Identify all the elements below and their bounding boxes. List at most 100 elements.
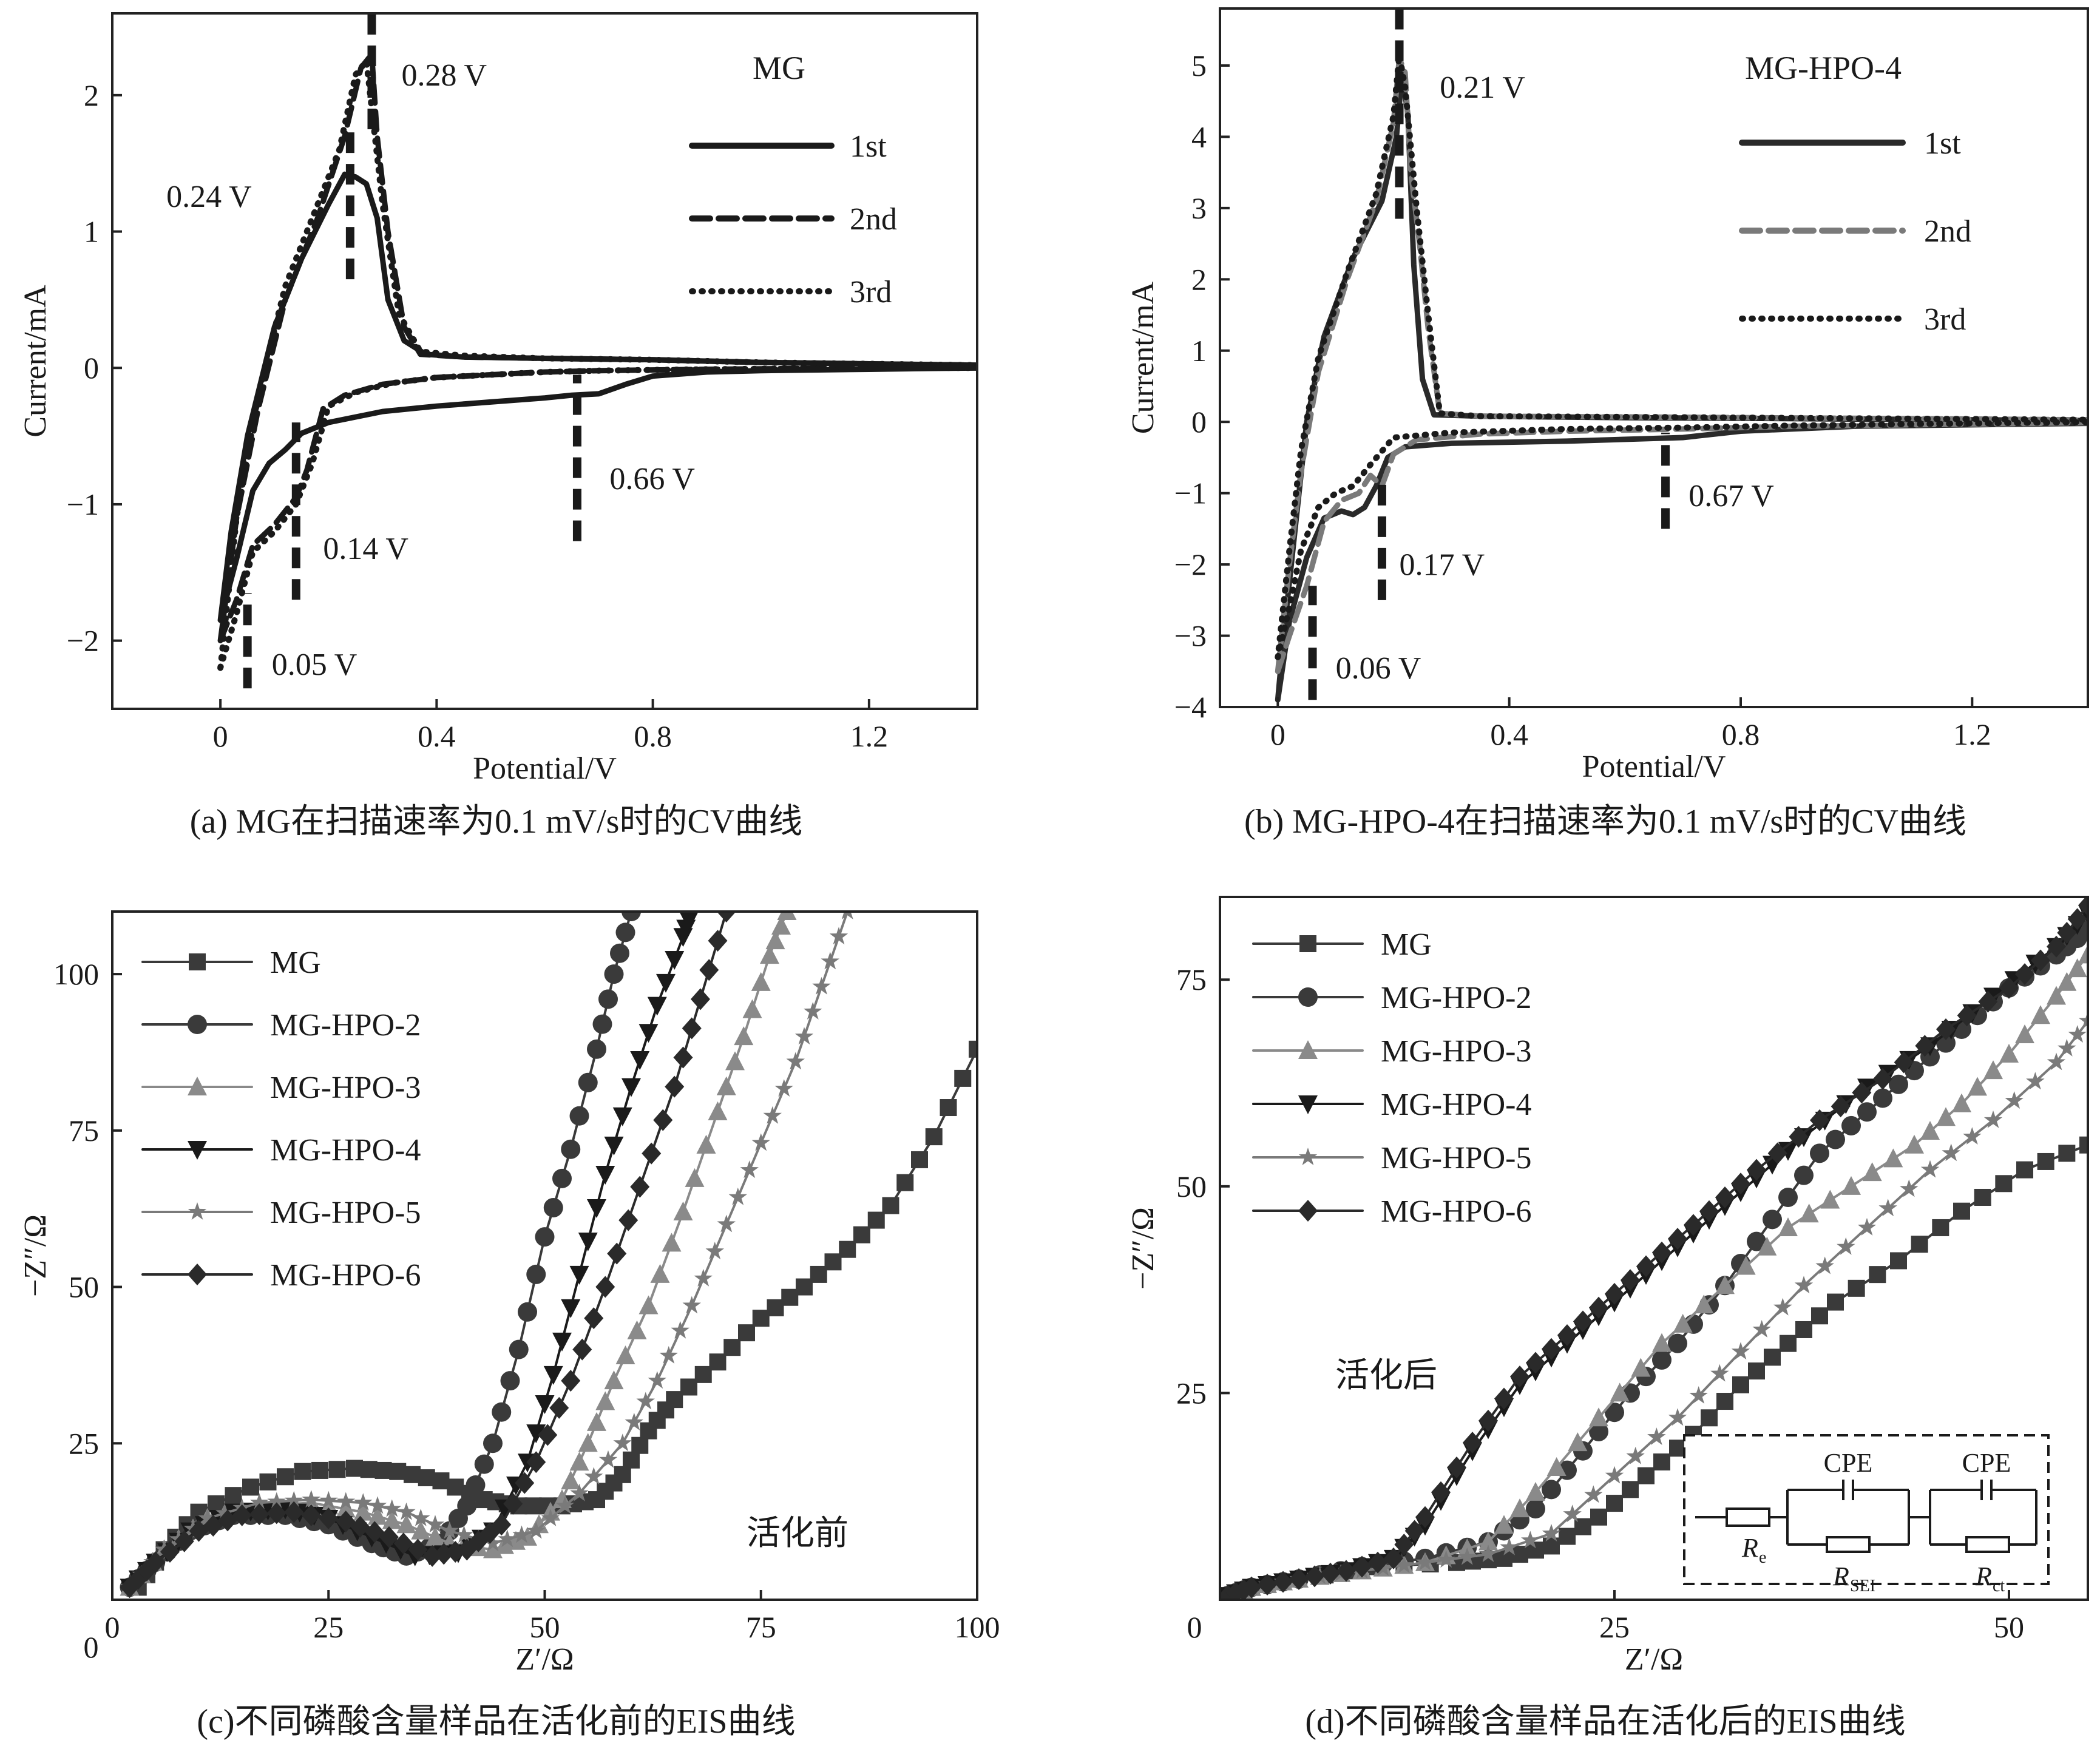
series-mg-hpo-6-marker <box>1936 1018 1956 1040</box>
series-mg-marker <box>1638 1467 1655 1484</box>
series-mg-hpo-6-marker <box>146 1551 166 1574</box>
series-mg-hpo-5-marker <box>412 1509 430 1526</box>
series-mg-hpo-6-marker <box>1957 1004 1977 1027</box>
series-mg-hpo-2-marker <box>1810 1143 1829 1163</box>
series-mg-hpo-2-marker <box>543 1197 563 1217</box>
legend-marker <box>188 1202 207 1220</box>
series-mg-hpo-6-marker <box>365 1521 385 1543</box>
series-mg-hpo-6-marker <box>379 1526 399 1548</box>
x-tick-label: 25 <box>313 1610 344 1644</box>
series-mg-hpo-6-marker <box>1273 1571 1293 1593</box>
series-mg-hpo-6-marker <box>336 1511 356 1533</box>
series-mg-hpo-2-marker <box>552 1168 572 1188</box>
series-mg-hpo-4-marker <box>630 1051 650 1070</box>
series-mg-hpo-5-marker <box>1942 1143 1960 1162</box>
series-mg-hpo-6-marker <box>1447 1457 1466 1479</box>
series-mg-hpo-3-marker <box>1494 1515 1514 1534</box>
series-mg-marker <box>1495 1549 1512 1567</box>
series-mg-hpo-2-marker <box>474 1454 494 1474</box>
series-mg-hpo-5-marker <box>302 1490 320 1507</box>
series-mg-hpo-2-marker <box>1857 1102 1877 1122</box>
legend-entry: MG <box>1252 927 1432 962</box>
series-mg-hpo-2-marker <box>1589 1421 1608 1441</box>
peak-annotation: 0.28 V <box>401 58 487 93</box>
series-mg-marker <box>1622 1481 1639 1498</box>
series-mg-hpo-3-marker <box>1952 1093 1971 1112</box>
series-mg-hpo-2-marker <box>1652 1350 1672 1370</box>
series-mg-hpo-6-marker <box>408 1538 428 1561</box>
series-mg-hpo-6-marker <box>1915 1035 1935 1057</box>
series-mg-marker <box>666 1391 683 1409</box>
legend-entry: MG <box>141 946 321 980</box>
series-mg-hpo-2-marker <box>1605 1403 1624 1423</box>
y-tick-label: 5 <box>1191 49 1207 83</box>
series-mg-hpo-5-marker <box>821 952 839 970</box>
y-tick-label: 2 <box>84 78 99 112</box>
series-mg-hpo-5-marker <box>1395 1555 1414 1574</box>
x-tick-label: 50 <box>1994 1610 2024 1644</box>
series-mg-hpo-6-marker <box>1621 1269 1640 1291</box>
series-mg-hpo-3-marker <box>518 1526 537 1546</box>
y-tick-label: −2 <box>67 624 99 658</box>
series-mg-hpo-6-marker <box>2067 908 2087 930</box>
series-mg-marker <box>404 1466 421 1483</box>
series-mg-marker <box>1701 1409 1718 1427</box>
x-tick-label: 0.8 <box>634 719 672 753</box>
series-mg-hpo-2-marker <box>1889 1074 1908 1094</box>
series-mg-hpo-5-marker <box>2047 1052 2066 1071</box>
series-mg-hpo-6-marker <box>1494 1387 1514 1410</box>
series-mg-hpo-2-marker <box>1826 1129 1845 1149</box>
series-mg-marker <box>1795 1321 1812 1338</box>
x-tick-label: 0.4 <box>418 719 456 753</box>
series-mg-marker <box>614 1466 631 1483</box>
legend-label: MG-HPO-5 <box>270 1196 421 1230</box>
series-mg-hpo-5-marker <box>1668 1408 1687 1426</box>
series-mg-hpo-3-marker <box>1478 1531 1498 1551</box>
x-tick-label: 25 <box>1599 1610 1630 1644</box>
series-mg-hpo-3-marker <box>1546 1457 1567 1477</box>
x-axis-label: Z′/Ω <box>515 1642 574 1677</box>
series-mg-marker <box>2058 1145 2076 1162</box>
series-mg-hpo-6-marker <box>665 1075 685 1098</box>
series-mg-hpo-3-marker <box>1589 1407 1608 1427</box>
series-mg-marker <box>1748 1362 1765 1380</box>
series-mg-marker <box>1559 1528 1576 1545</box>
series-mg <box>129 1040 977 1596</box>
series-mg-hpo-5-marker <box>498 1529 517 1548</box>
legend-label: MG-HPO-2 <box>1381 981 1531 1015</box>
legend-entry: MG-HPO-5 <box>141 1196 421 1230</box>
panel-caption: (a) MG在扫描速率为0.1 mV/s时的CV曲线 <box>190 803 803 841</box>
series-mg-hpo-3-marker <box>708 1101 728 1120</box>
series-mg-marker <box>1606 1495 1623 1512</box>
chart-panel-d: 25 502550750Z′/Ω−Z″/ΩMGMG-HPO-2MG-HPO-3MG… <box>1126 896 2089 1677</box>
series-mg-marker <box>277 1468 294 1486</box>
series-mg-hpo-2-marker <box>483 1433 503 1453</box>
peak-annotation: 0.05 V <box>272 648 357 682</box>
series-mg-hpo-6-marker <box>538 1424 558 1446</box>
series-3rd <box>1275 52 2088 660</box>
series-mg-hpo-2-marker <box>1763 1210 1782 1230</box>
series-mg-hpo-6-marker <box>618 1209 638 1231</box>
legend-label: MG-HPO-4 <box>270 1133 421 1168</box>
series-mg-marker <box>2079 1136 2088 1154</box>
legend: MG-HPO-4 1st 2nd 3rd <box>1739 50 1971 337</box>
series-mg-marker <box>432 1472 450 1490</box>
resistor-label: R <box>1832 1562 1849 1591</box>
series-mg-marker <box>524 1497 542 1515</box>
legend-entry: 2nd <box>689 202 897 237</box>
legend-label: MG <box>1381 927 1432 962</box>
series-mg-hpo-5-marker <box>1689 1386 1708 1404</box>
series-mg-hpo-6-marker <box>319 1507 339 1529</box>
series-mg-hpo-6-marker <box>1605 1282 1624 1305</box>
series-mg-hpo-2-marker <box>561 1139 581 1159</box>
series-mg-marker <box>824 1253 842 1271</box>
x-tick-label: 1.2 <box>1953 717 1991 751</box>
series-mg-hpo-6-marker <box>2078 897 2088 916</box>
series-mg-hpo-6-marker <box>1831 1095 1851 1118</box>
y-tick-label: 0 <box>84 351 99 385</box>
y-axis-label: Current/mA <box>1126 281 1160 434</box>
legend-label: MG-HPO-3 <box>270 1071 421 1105</box>
legend-entry: MG-HPO-6 <box>1252 1194 1531 1229</box>
series-mg-hpo-6-marker <box>630 1176 650 1198</box>
series-mg-hpo-6-marker <box>1510 1365 1529 1388</box>
